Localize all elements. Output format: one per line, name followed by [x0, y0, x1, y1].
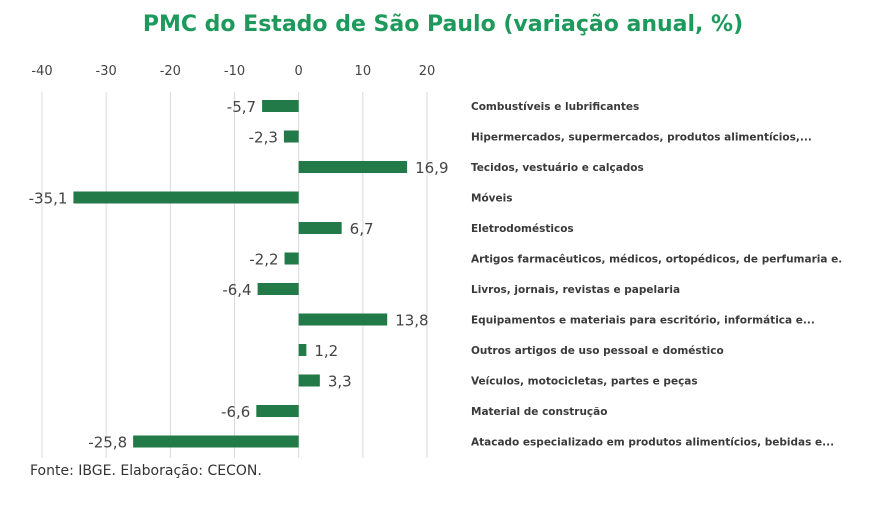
category-label: Móveis: [471, 193, 512, 205]
category-label: Material de construção: [471, 406, 607, 418]
category-label: Eletrodomésticos: [471, 223, 574, 235]
category-label: Artigos farmacêuticos, médicos, ortopédi…: [471, 254, 842, 266]
data-label: 6,7: [350, 220, 374, 238]
data-label: 1,2: [314, 342, 338, 360]
data-label: -6,4: [222, 281, 251, 299]
bar: [73, 191, 299, 204]
source-note: Fonte: IBGE. Elaboração: CECON.: [30, 463, 262, 479]
category-label: Livros, jornais, revistas e papelaria: [471, 284, 680, 296]
category-labels: Combustíveis e lubrificantes Hipermercado…: [471, 101, 842, 449]
chart-title: PMC do Estado de São Paulo (variação anu…: [142, 12, 744, 37]
bar: [262, 100, 299, 112]
data-label: -2,2: [249, 251, 278, 269]
data-label: -6,6: [221, 403, 250, 421]
bar: [257, 283, 299, 295]
category-label: Atacado especializado em produtos alimen…: [471, 437, 834, 449]
bar: [284, 252, 299, 265]
data-label: -25,8: [88, 434, 127, 452]
category-label: Outros artigos de uso pessoal e doméstic…: [471, 345, 724, 357]
data-labels: -5,7 -2,3 16,9 -35,1 6,7 -2,2 -6,4 13,8 1,2 3,3 -6…: [29, 98, 449, 452]
category-label: Veículos, motocicletas, partes e peças: [471, 376, 698, 388]
bar: [298, 374, 320, 387]
x-tick-label: 10: [355, 64, 372, 79]
grid-lines: [41, 92, 428, 458]
data-label: -2,3: [249, 129, 278, 147]
x-tick-label: -40: [31, 64, 52, 79]
bar: [298, 344, 307, 356]
bar: [298, 161, 408, 173]
x-axis-ticks: -40 -30 -20 -10 0 10 20: [31, 64, 435, 79]
x-tick-label: -10: [224, 64, 245, 79]
bar: [298, 313, 388, 326]
bars: [73, 100, 408, 448]
data-label: 13,8: [395, 312, 428, 330]
data-label: 3,3: [328, 373, 352, 391]
x-tick-label: 20: [419, 64, 436, 79]
data-label: -5,7: [227, 98, 256, 116]
bar: [133, 435, 299, 448]
x-tick-label: -30: [96, 64, 117, 79]
data-label: -35,1: [29, 190, 68, 208]
data-label: 16,9: [415, 159, 448, 177]
bar: [256, 405, 299, 417]
x-tick-label: 0: [295, 64, 303, 79]
x-tick-label: -20: [160, 64, 181, 79]
category-label: Hipermercados, supermercados, produtos a…: [471, 132, 812, 144]
bar: [283, 130, 299, 143]
category-label: Tecidos, vestuário e calçados: [471, 162, 644, 174]
category-label: Equipamentos e materiais para escritório…: [471, 315, 815, 327]
category-label: Combustíveis e lubrificantes: [471, 101, 639, 113]
bar: [298, 222, 342, 234]
